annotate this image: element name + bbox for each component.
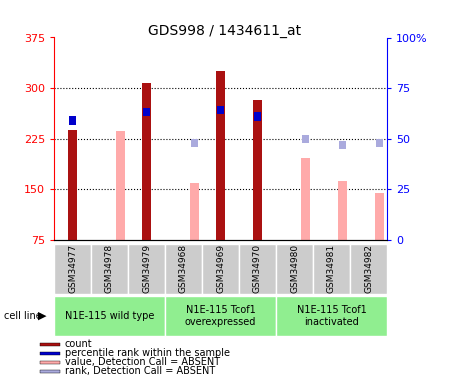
- Bar: [239, 244, 276, 294]
- Bar: [68, 130, 77, 240]
- Bar: [339, 141, 347, 149]
- Bar: [40, 352, 59, 355]
- Text: GSM34979: GSM34979: [142, 243, 151, 292]
- Bar: [302, 135, 309, 143]
- Text: GSM34977: GSM34977: [68, 243, 77, 292]
- Text: GSM34969: GSM34969: [216, 243, 225, 292]
- Bar: [191, 139, 198, 147]
- Bar: [91, 244, 128, 294]
- Bar: [276, 296, 387, 336]
- Bar: [254, 112, 261, 120]
- Text: count: count: [65, 339, 93, 349]
- Bar: [276, 244, 313, 294]
- Text: GDS998 / 1434611_at: GDS998 / 1434611_at: [148, 24, 302, 38]
- Bar: [202, 244, 239, 294]
- Text: N1E-115 Tcof1
overexpressed: N1E-115 Tcof1 overexpressed: [185, 305, 256, 327]
- Text: ▶: ▶: [38, 311, 47, 321]
- Bar: [338, 181, 347, 240]
- Bar: [190, 183, 199, 240]
- Text: GSM34981: GSM34981: [327, 243, 336, 292]
- Bar: [40, 361, 59, 364]
- Text: value, Detection Call = ABSENT: value, Detection Call = ABSENT: [65, 357, 220, 367]
- Bar: [165, 244, 202, 294]
- Bar: [116, 130, 125, 240]
- Text: N1E-115 wild type: N1E-115 wild type: [65, 311, 154, 321]
- Bar: [217, 106, 224, 114]
- Text: GSM34980: GSM34980: [290, 243, 299, 292]
- Text: GSM34978: GSM34978: [105, 243, 114, 292]
- Bar: [54, 244, 91, 294]
- Bar: [313, 244, 350, 294]
- Bar: [375, 193, 384, 240]
- Bar: [40, 343, 59, 346]
- Bar: [142, 83, 151, 240]
- Bar: [40, 370, 59, 373]
- Bar: [69, 117, 76, 124]
- Text: rank, Detection Call = ABSENT: rank, Detection Call = ABSENT: [65, 366, 215, 375]
- Text: cell line: cell line: [4, 311, 42, 321]
- Bar: [376, 139, 383, 147]
- Bar: [350, 244, 387, 294]
- Text: percentile rank within the sample: percentile rank within the sample: [65, 348, 230, 358]
- Text: GSM34970: GSM34970: [253, 243, 262, 292]
- Bar: [143, 108, 150, 117]
- Bar: [301, 158, 310, 240]
- Bar: [253, 100, 262, 240]
- Text: GSM34968: GSM34968: [179, 243, 188, 292]
- Bar: [165, 296, 276, 336]
- Text: GSM34982: GSM34982: [364, 243, 373, 292]
- Bar: [128, 244, 165, 294]
- Bar: [54, 296, 165, 336]
- Bar: [216, 71, 225, 240]
- Text: N1E-115 Tcof1
inactivated: N1E-115 Tcof1 inactivated: [297, 305, 366, 327]
